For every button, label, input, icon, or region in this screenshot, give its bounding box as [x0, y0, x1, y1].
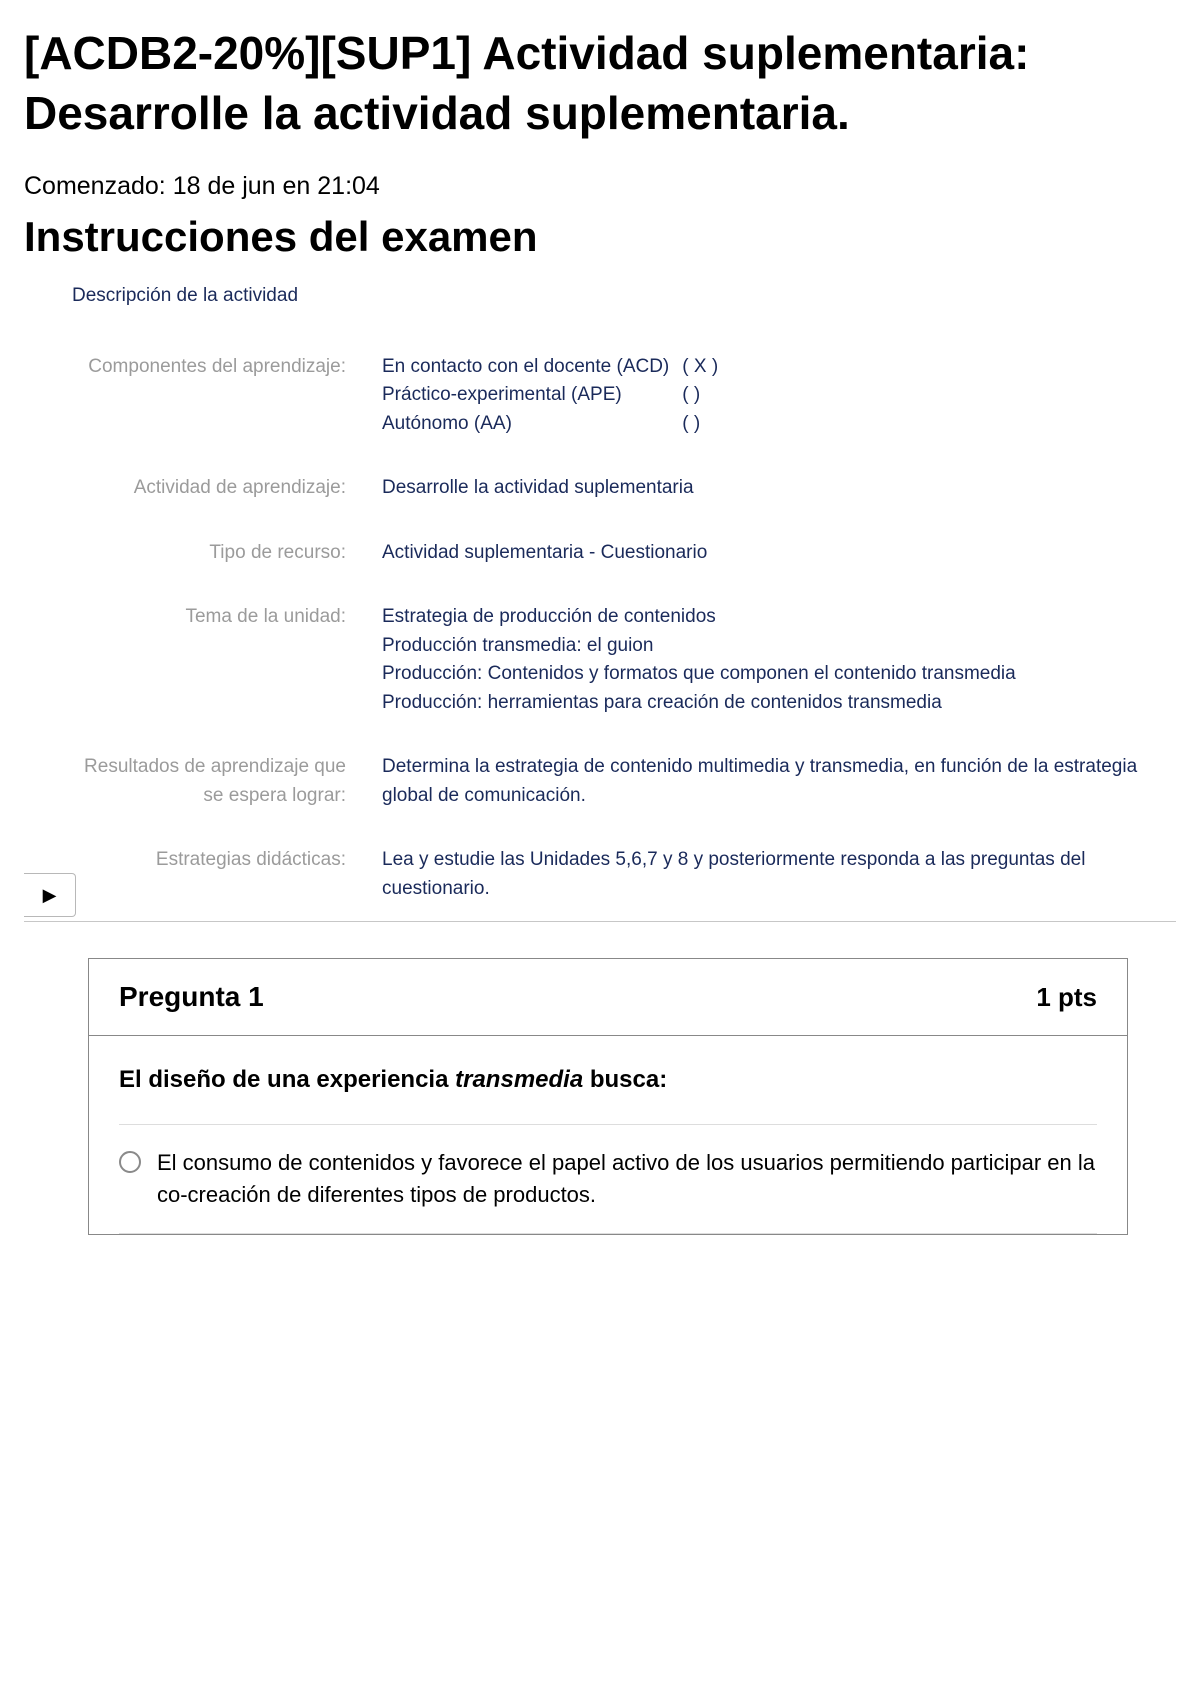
- answer-option-1[interactable]: El consumo de contenidos y favorece el p…: [119, 1124, 1097, 1234]
- activity-description-heading: Descripción de la actividad: [72, 285, 1176, 307]
- expand-sidebar-button[interactable]: ▶: [24, 873, 76, 917]
- question-stem-italic: transmedia: [455, 1066, 583, 1093]
- tema-line-4: Producción: herramientas para creación d…: [382, 689, 1166, 718]
- question-body: El diseño de una experiencia transmedia …: [89, 1036, 1127, 1234]
- value-componentes: En contacto con el docente (ACD) ( X ) P…: [372, 335, 1176, 457]
- radio-icon: [119, 1151, 141, 1173]
- value-tipo: Actividad suplementaria - Cuestionario: [372, 521, 1176, 586]
- started-at: Comenzado: 18 de jun en 21:04: [24, 172, 1176, 201]
- label-actividad: Actividad de aprendizaje:: [72, 456, 372, 521]
- question-stem-pre: El diseño de una experiencia: [119, 1066, 455, 1093]
- play-icon: ▶: [43, 885, 57, 906]
- tema-line-1: Estrategia de producción de contenidos: [382, 603, 1166, 632]
- tema-line-3: Producción: Contenidos y formatos que co…: [382, 660, 1166, 689]
- label-estrategias: Estrategias didácticas:: [72, 828, 372, 921]
- section-divider: [24, 921, 1176, 922]
- label-tema: Tema de la unidad:: [72, 585, 372, 735]
- question-card: Pregunta 1 1 pts El diseño de una experi…: [88, 958, 1128, 1235]
- label-componentes: Componentes del aprendizaje:: [72, 335, 372, 457]
- componente-acd-mark: ( X ): [682, 353, 742, 382]
- row-resultados: Resultados de aprendizaje que se espera …: [72, 735, 1176, 828]
- value-resultados: Determina la estrategia de contenido mul…: [372, 735, 1176, 828]
- question-stem: El diseño de una experiencia transmedia …: [119, 1066, 1097, 1094]
- question-stem-post: busca:: [583, 1066, 667, 1093]
- answer-option-1-text: El consumo de contenidos y favorece el p…: [157, 1147, 1097, 1211]
- page-title: [ACDB2-20%][SUP1] Actividad suplementari…: [24, 24, 1176, 144]
- row-tipo: Tipo de recurso: Actividad suplementaria…: [72, 521, 1176, 586]
- tema-line-2: Producción transmedia: el guion: [382, 632, 1166, 661]
- question-header: Pregunta 1 1 pts: [89, 959, 1127, 1036]
- componente-aa-mark: ( ): [682, 410, 742, 439]
- row-tema: Tema de la unidad: Estrategia de producc…: [72, 585, 1176, 735]
- row-estrategias: Estrategias didácticas: Lea y estudie la…: [72, 828, 1176, 921]
- label-resultados: Resultados de aprendizaje que se espera …: [72, 735, 372, 828]
- info-table: Componentes del aprendizaje: En contacto…: [72, 335, 1176, 922]
- question-number: Pregunta 1: [119, 981, 264, 1013]
- question-points: 1 pts: [1036, 982, 1097, 1013]
- value-actividad: Desarrolle la actividad suplementaria: [372, 456, 1176, 521]
- value-tema: Estrategia de producción de contenidos P…: [372, 585, 1176, 735]
- value-estrategias: Lea y estudie las Unidades 5,6,7 y 8 y p…: [372, 828, 1176, 921]
- componente-ape-mark: ( ): [682, 381, 742, 410]
- instructions-heading: Instrucciones del examen: [24, 213, 1176, 261]
- label-tipo: Tipo de recurso:: [72, 521, 372, 586]
- row-actividad: Actividad de aprendizaje: Desarrolle la …: [72, 456, 1176, 521]
- componente-acd: En contacto con el docente (ACD): [382, 353, 677, 382]
- row-componentes: Componentes del aprendizaje: En contacto…: [72, 335, 1176, 457]
- componente-aa: Autónomo (AA): [382, 410, 677, 439]
- componente-ape: Práctico-experimental (APE): [382, 381, 677, 410]
